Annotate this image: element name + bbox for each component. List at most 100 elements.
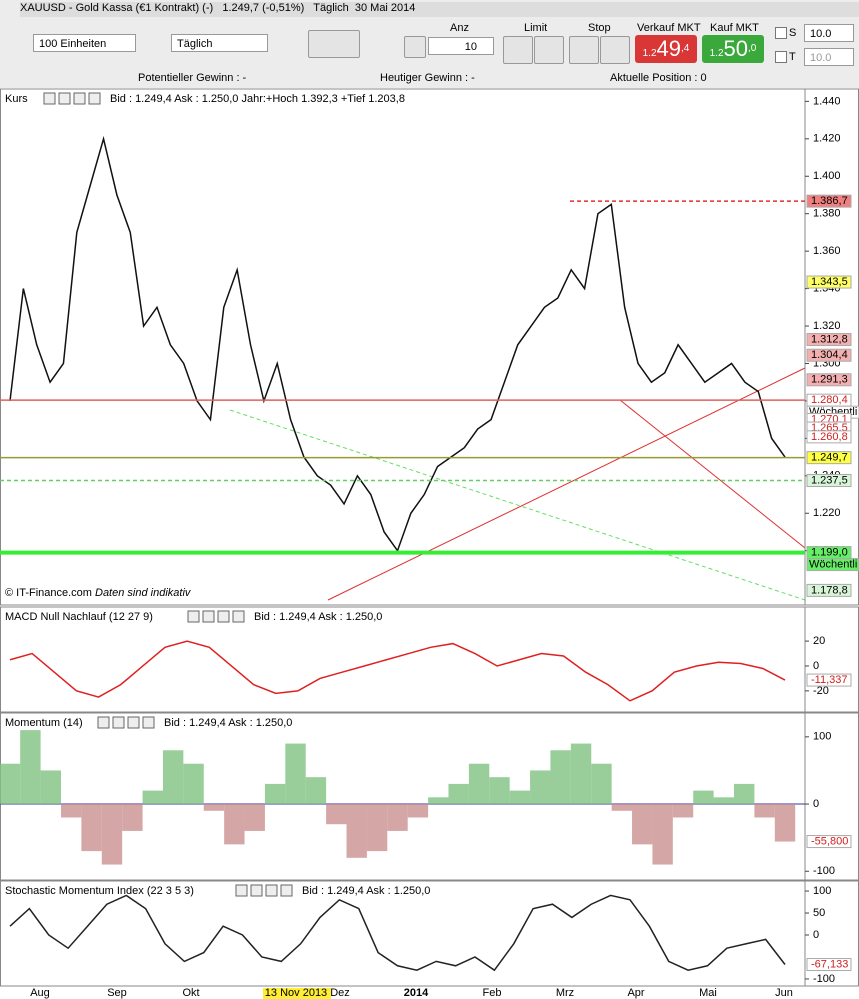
trendline — [229, 409, 806, 601]
bar — [570, 743, 592, 805]
panel-icon — [97, 716, 110, 729]
y-tick-label: 20 — [813, 635, 825, 647]
y-tick-label: -100 — [813, 865, 835, 877]
bar — [40, 770, 61, 805]
bar — [366, 804, 388, 852]
stop-label: Stop — [588, 22, 611, 34]
bar — [162, 750, 184, 805]
y-tick-label: 0 — [813, 929, 819, 941]
price-label: 1.291,3 — [811, 374, 848, 386]
bar — [224, 804, 245, 845]
price-label-box — [806, 373, 852, 387]
price-label: -11,337 — [811, 674, 848, 686]
bar — [734, 783, 755, 805]
buy-label: Kauf MKT — [710, 22, 759, 34]
title-bar: XAUUSD - Gold Kassa (€1 Kontrakt) (-) 1.… — [20, 2, 859, 17]
panel-icon — [88, 92, 101, 105]
bar — [468, 763, 490, 805]
price-label: 1.343,5 — [811, 276, 848, 288]
bar — [754, 804, 775, 818]
disclaimer: Daten sind indikativ — [95, 587, 192, 599]
bar — [489, 777, 510, 805]
price-label-box — [806, 473, 852, 487]
period-dropdown[interactable]: Täglich — [171, 34, 268, 52]
bar — [672, 804, 694, 818]
bar — [101, 804, 123, 865]
panel-icon — [235, 884, 248, 897]
stop-sell[interactable] — [600, 36, 630, 64]
stop-buy[interactable] — [569, 36, 599, 64]
anz-input[interactable]: 10 — [428, 37, 494, 55]
limit-sell[interactable] — [534, 36, 564, 64]
bar — [407, 804, 429, 818]
y-tick-label: 1.320 — [813, 320, 841, 332]
buy-pre: 1.2 — [709, 48, 724, 59]
price-label-box — [806, 348, 852, 362]
bar — [183, 763, 204, 805]
highlight — [263, 988, 331, 999]
bar — [122, 804, 143, 831]
units: 100 Einheiten — [39, 38, 107, 50]
x-tick-label: Sep — [107, 987, 127, 999]
sell-pre: 1.2 — [642, 48, 657, 59]
panel-icon — [73, 92, 86, 105]
panel-icon — [187, 610, 200, 623]
price: 1.249,7 (-0,51%) — [222, 2, 305, 14]
bar — [346, 804, 367, 858]
panel-frame — [0, 712, 859, 881]
t-input[interactable]: 10.0 — [804, 48, 854, 66]
y-tick-label: 1.420 — [813, 133, 841, 145]
bar — [591, 763, 612, 805]
s-checkbox[interactable] — [775, 27, 787, 39]
buy-button[interactable]: 1.250,0 — [702, 35, 764, 63]
limit-buy[interactable] — [503, 36, 533, 64]
price-label-box — [806, 333, 852, 347]
bar — [530, 770, 551, 805]
bar — [203, 804, 225, 811]
y-tick-label: 100 — [813, 731, 831, 743]
bar — [713, 797, 735, 805]
bar — [509, 790, 531, 805]
y-tick-label: 100 — [813, 885, 831, 897]
price-label: 1.199,0 — [811, 546, 848, 558]
bar — [550, 750, 571, 805]
chart-button[interactable] — [308, 30, 360, 58]
buy-sup: ,0 — [748, 43, 757, 54]
y-tick-label: 0 — [813, 660, 819, 672]
sell-label: Verkauf MKT — [637, 22, 701, 34]
anz: 10 — [464, 41, 477, 53]
panel-title: Kurs — [5, 93, 28, 105]
series-line — [9, 894, 786, 972]
tool-button[interactable] — [404, 36, 426, 58]
bar — [0, 763, 21, 805]
price-label: 1.386,7 — [811, 195, 848, 207]
copyright: © IT-Finance.com — [5, 587, 92, 599]
panel-icon — [127, 716, 140, 729]
bar — [81, 804, 102, 852]
price-note: Wöchentli — [809, 558, 857, 570]
panel-subtitle: Bid : 1.249,4 Ask : 1.250,0 Jahr:+Hoch 1… — [110, 93, 405, 105]
panel-icon — [43, 92, 56, 105]
t-checkbox[interactable] — [775, 51, 787, 63]
bar — [448, 783, 469, 805]
panel-title: MACD Null Nachlauf (12 27 9) — [5, 611, 153, 623]
sell-button[interactable]: 1.249,4 — [635, 35, 697, 63]
price-label-box — [806, 275, 852, 289]
x-tick-label: Apr — [627, 987, 644, 999]
status-potential: Potentieller Gewinn : - — [138, 72, 247, 84]
buy-main: 50 — [723, 36, 749, 61]
price-label: -55,800 — [811, 835, 848, 847]
panel-title: Stochastic Momentum Index (22 3 5 3) — [5, 885, 194, 897]
bar — [652, 804, 673, 865]
limit-label: Limit — [524, 22, 548, 34]
title: XAUUSD - Gold Kassa (€1 Kontrakt) (-) — [20, 2, 214, 14]
units-dropdown[interactable]: 100 Einheiten — [33, 34, 136, 52]
y-tick-label: 1.360 — [813, 245, 841, 257]
x-tick-label: Jun — [775, 987, 793, 999]
x-tick-label: Dez — [330, 987, 350, 999]
price-label: 1.280,4 — [811, 394, 848, 406]
bar — [632, 804, 653, 845]
s-input[interactable]: 10.0 — [804, 24, 854, 42]
x-tick-label: Okt — [182, 987, 199, 999]
